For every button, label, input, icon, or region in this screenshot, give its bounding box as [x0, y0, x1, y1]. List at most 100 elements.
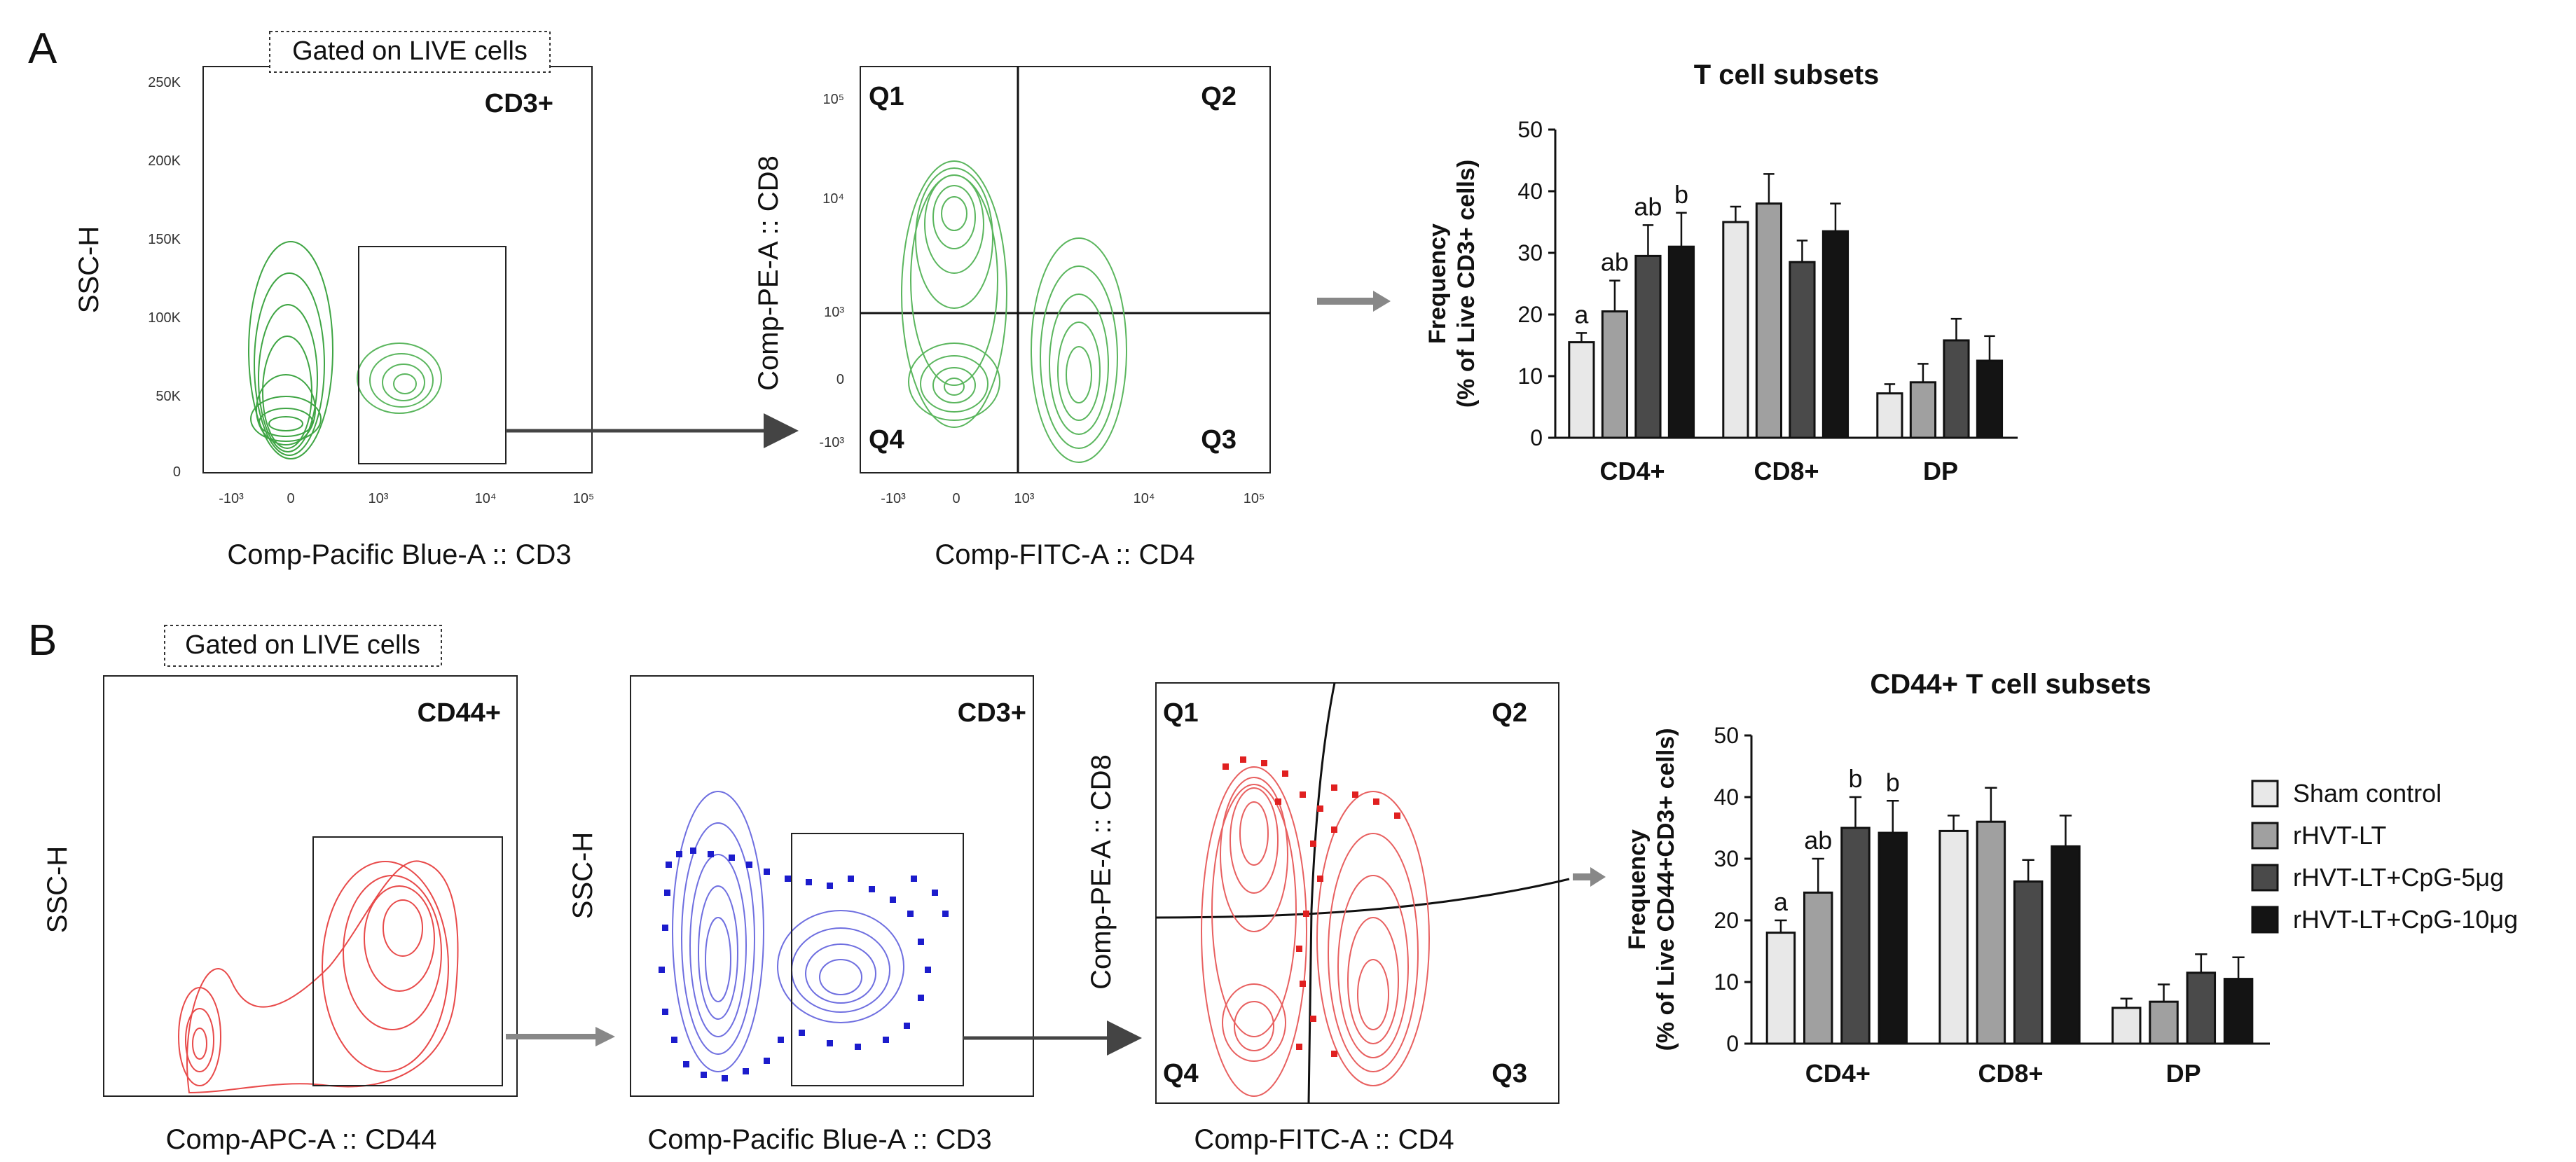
quadrant-q1: Q1	[869, 82, 904, 111]
plot-a2: Q1 Q2 Q3 Q4 10⁵ 10⁴ 10³ 0 -10³ -10³ 0 10…	[753, 66, 1391, 570]
bar	[1840, 826, 1871, 1045]
y-tick: 10⁴	[822, 191, 844, 207]
y-title-a2: Comp-PE-A :: CD8	[753, 155, 784, 391]
contour-population-cd3neg	[248, 241, 333, 459]
y-tick: 0	[173, 464, 181, 480]
y-tick-label: 0	[1530, 425, 1543, 450]
y-tick: 200K	[148, 153, 181, 169]
bar	[1601, 310, 1629, 439]
significance-label: ab	[1634, 192, 1662, 221]
gate-cd3-box-b	[791, 833, 964, 1086]
y-tick: -10³	[819, 435, 844, 450]
x-tick: -10³	[219, 491, 244, 506]
y-tick-label: 0	[1726, 1031, 1739, 1056]
arrow-a2-chart-head	[1373, 291, 1391, 312]
legend: Sham control rHVT-LT rHVT-LT+CpG-5μg rHVT-L…	[2251, 779, 2518, 934]
bar	[1821, 230, 1850, 439]
y-axis-title: Frequency(% of Live CD3+ cells)	[1424, 160, 1480, 408]
plot-a1: Gated on LIVE cells CD3+ 250K 200K 150K …	[74, 31, 799, 570]
y-tick-label: 30	[1714, 846, 1739, 871]
y-title-b3: Comp-PE-A :: CD8	[1086, 754, 1117, 990]
gate-name-a1: CD3+	[485, 89, 553, 118]
y-tick: 250K	[148, 75, 181, 90]
gate-label-a: Gated on LIVE cells	[292, 36, 528, 66]
contour-dn-population	[908, 343, 1000, 421]
quadrant-q2-b: Q2	[1492, 698, 1527, 728]
quad-curve-v	[1307, 682, 1336, 1104]
quadrant-q2: Q2	[1201, 82, 1237, 111]
contour-cd4-population	[1031, 237, 1127, 463]
bar	[2186, 971, 2217, 1045]
legend-swatch	[2251, 822, 2279, 850]
contour-cd44-population	[178, 860, 459, 1094]
gate-label-box-a	[269, 31, 551, 73]
y-tick: 100K	[148, 310, 181, 326]
x-ticks-a1: -10³ 0 10³ 10⁴ 10⁵	[219, 491, 594, 506]
plot-b1: Gated on LIVE cells CD44+ SSC-H Comp-APC…	[42, 625, 615, 1155]
bar	[1909, 381, 1937, 439]
x-title-a1: Comp-Pacific Blue-A :: CD3	[227, 539, 571, 570]
bar	[1634, 254, 1662, 439]
bar	[1789, 261, 1816, 439]
bar	[1938, 829, 1969, 1045]
quadrant-q3: Q3	[1201, 425, 1237, 455]
y-tick: 50K	[156, 389, 181, 404]
y-tick-label: 50	[1517, 117, 1543, 142]
gate-name-b1: CD44+	[418, 698, 501, 728]
legend-swatch	[2251, 780, 2279, 808]
y-tick-label: 40	[1714, 784, 1739, 810]
gate-label-b: Gated on LIVE cells	[185, 630, 420, 660]
x-tick: 10⁴	[475, 491, 497, 506]
bar	[1943, 339, 1970, 439]
contour-cd3-population	[672, 791, 904, 1072]
plot-b2-frame	[630, 675, 1034, 1097]
quadrant-q4-b: Q4	[1163, 1059, 1199, 1088]
y-tick: 10³	[824, 305, 844, 320]
y-tick: 150K	[148, 232, 181, 247]
bar	[2051, 845, 2081, 1045]
y-axis-title: Frequency(% of Live CD44+CD3+ cells)	[1624, 728, 1679, 1051]
y-tick-label: 40	[1517, 179, 1543, 204]
y-tick-label: 50	[1714, 723, 1739, 748]
quad-curve-h	[1155, 878, 1570, 919]
plot-b3-frame	[1155, 682, 1559, 1104]
bar	[1976, 359, 2004, 439]
arrow-b3-chart-head	[1590, 867, 1606, 887]
quadrant-q3-b: Q3	[1492, 1059, 1527, 1088]
y-tick: 0	[836, 372, 844, 387]
bar-chart-cd44-t-cell-subsets: CD44+ T cell subsets 0 10 20 30 40 50 Frequency…	[1624, 669, 2270, 1088]
bar	[2223, 978, 2254, 1045]
y-ticks-a1: 250K 200K 150K 100K 50K 0	[148, 75, 181, 480]
plot-b1-frame	[103, 675, 518, 1097]
significance-label: b	[1848, 764, 1862, 793]
significance-label: b	[1886, 768, 1900, 796]
x-title-a2: Comp-FITC-A :: CD4	[935, 539, 1194, 570]
category-label: CD8+	[1754, 457, 1819, 485]
bar	[1878, 831, 1908, 1045]
y-tick-label: 10	[1517, 364, 1543, 389]
bar	[1976, 820, 2006, 1045]
x-tick: 10³	[369, 491, 389, 506]
bar	[1568, 341, 1595, 439]
category-label: DP	[2166, 1059, 2201, 1088]
legend-label: rHVT-LT+CpG-10μg	[2293, 905, 2518, 934]
contour-population-cd3pos	[357, 343, 442, 414]
y-title-a1: SSC-H	[74, 226, 104, 313]
plot-b3: Q1 Q2 Q3 Q4 Comp-PE-A :: CD8 Comp-FITC-A…	[1086, 682, 1606, 1155]
y-ticks-a2: 10⁵ 10⁴ 10³ 0 -10³	[819, 92, 844, 450]
category-label: CD4+	[1599, 457, 1665, 485]
x-tick: 10⁵	[573, 491, 595, 506]
bar	[1803, 891, 1833, 1045]
panel-label-b: B	[28, 616, 57, 665]
bar-chart-t-cell-subsets: T cell subsets 0 10 20 30 40 50 Frequency(% of …	[1424, 60, 2018, 485]
category-label: DP	[1923, 457, 1958, 485]
arrow-b1-b2-head	[595, 1027, 615, 1046]
bar	[1755, 202, 1783, 439]
y-title-b2: SSC-H	[567, 832, 598, 919]
y-tick-label: 10	[1714, 969, 1739, 995]
significance-label: b	[1674, 180, 1688, 209]
gate-cd44-box	[312, 836, 503, 1086]
x-tick: -10³	[881, 491, 906, 506]
gate-cd3-box	[358, 246, 507, 464]
